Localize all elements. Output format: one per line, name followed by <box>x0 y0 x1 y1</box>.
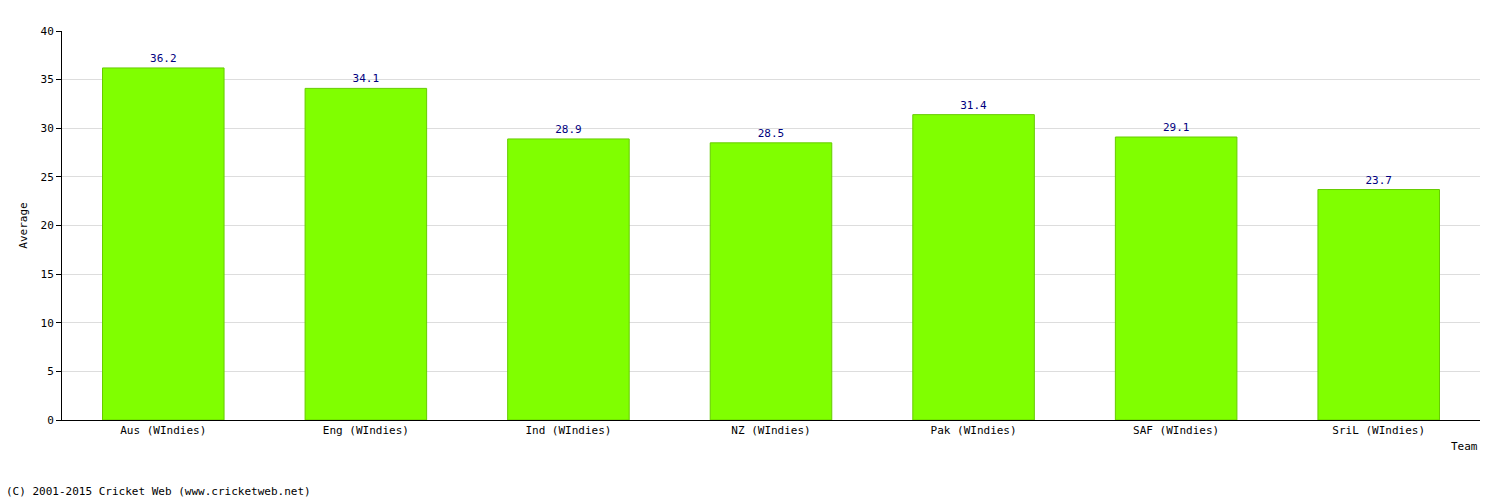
svg-text:Pak (WIndies): Pak (WIndies) <box>931 424 1017 437</box>
svg-text:15: 15 <box>41 268 54 281</box>
svg-text:25: 25 <box>41 171 54 184</box>
svg-text:Average: Average <box>17 202 30 248</box>
svg-text:Ind (WIndies): Ind (WIndies) <box>525 424 611 437</box>
svg-text:NZ (WIndies): NZ (WIndies) <box>731 424 810 437</box>
svg-text:0: 0 <box>47 414 54 427</box>
svg-text:40: 40 <box>41 25 54 38</box>
svg-text:20: 20 <box>41 219 54 232</box>
svg-text:35: 35 <box>41 73 54 86</box>
svg-text:23.7: 23.7 <box>1365 174 1392 187</box>
svg-text:Team: Team <box>1451 440 1478 453</box>
svg-text:SriL (WIndies): SriL (WIndies) <box>1332 424 1425 437</box>
svg-text:28.9: 28.9 <box>555 123 582 136</box>
svg-text:31.4: 31.4 <box>960 99 987 112</box>
svg-text:Aus (WIndies): Aus (WIndies) <box>120 424 206 437</box>
svg-text:34.1: 34.1 <box>353 72 380 85</box>
svg-text:SAF (WIndies): SAF (WIndies) <box>1133 424 1219 437</box>
svg-text:29.1: 29.1 <box>1163 121 1190 134</box>
svg-text:30: 30 <box>41 122 54 135</box>
svg-text:5: 5 <box>47 365 54 378</box>
svg-text:(C) 2001-2015 Cricket Web (www: (C) 2001-2015 Cricket Web (www.cricketwe… <box>6 485 311 498</box>
svg-text:10: 10 <box>41 317 54 330</box>
svg-text:Eng (WIndies): Eng (WIndies) <box>323 424 409 437</box>
svg-text:28.5: 28.5 <box>758 127 785 140</box>
svg-text:36.2: 36.2 <box>150 52 177 65</box>
